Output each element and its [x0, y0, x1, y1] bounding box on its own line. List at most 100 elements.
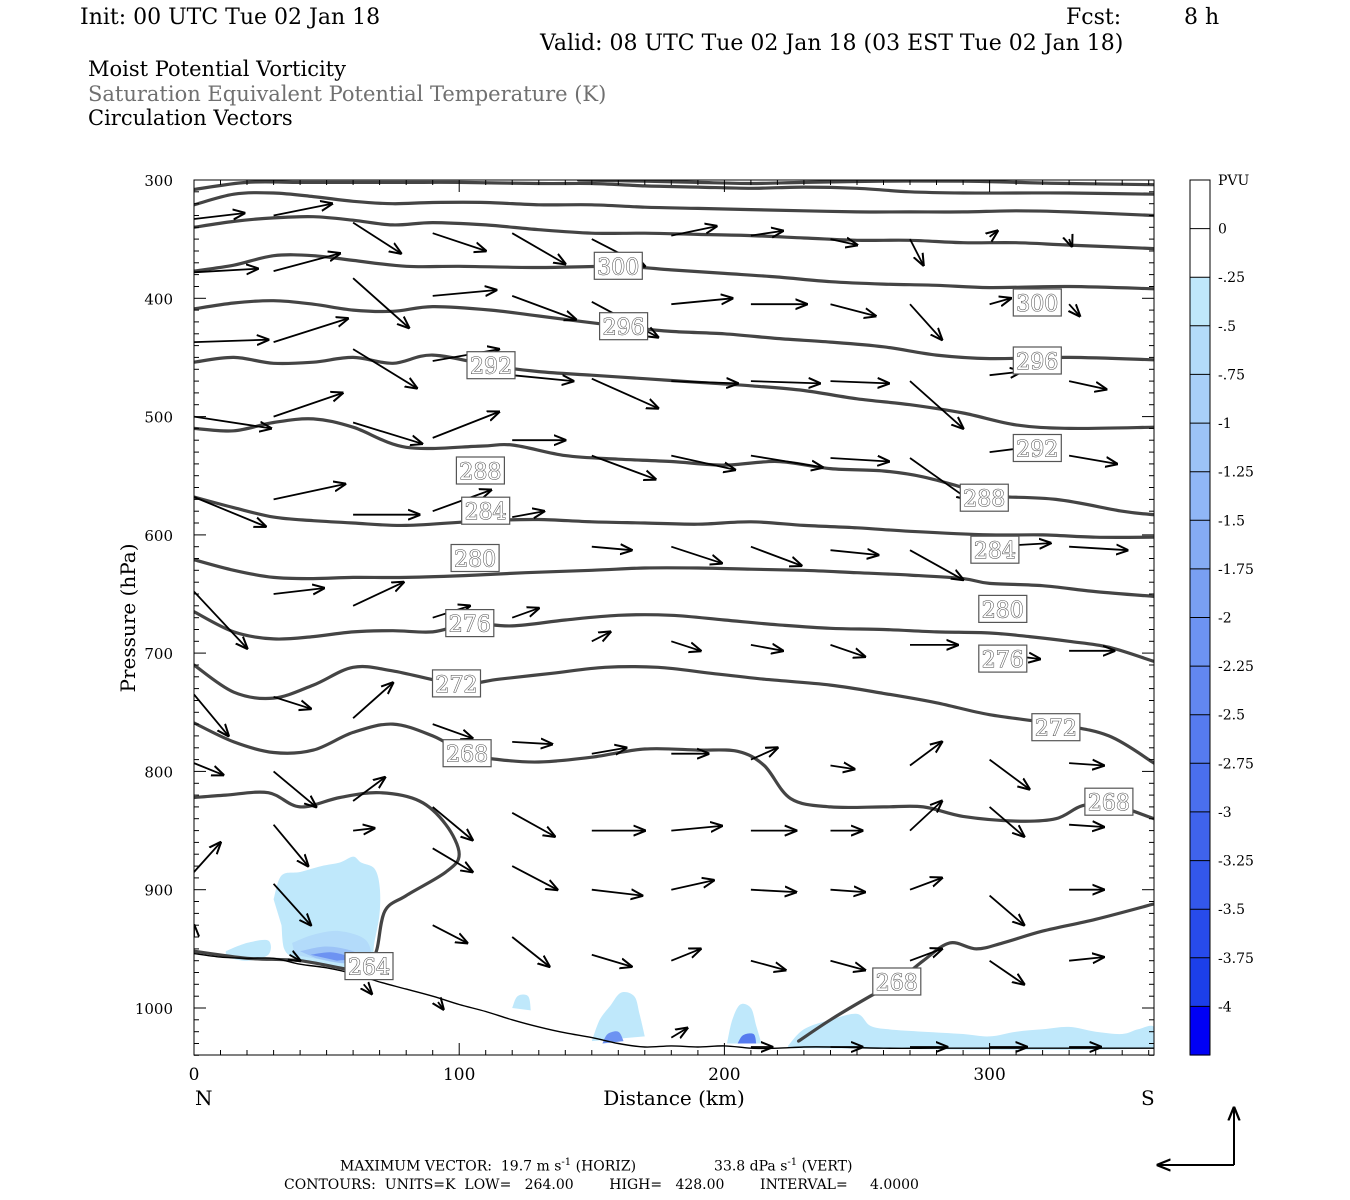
- colorbar-swatch: [1190, 860, 1210, 910]
- contour-label: 268: [872, 967, 922, 997]
- circulation-vector: [909, 303, 942, 339]
- colorbar-tick-label: -3.25: [1218, 854, 1254, 870]
- circulation-vector: [671, 545, 721, 564]
- circulation-vector: [830, 550, 879, 555]
- theta-e-contour: [194, 417, 1154, 517]
- circulation-vector: [830, 239, 858, 245]
- circulation-vector: [194, 340, 268, 342]
- contour-label-text: 280: [454, 548, 496, 573]
- y-tick-label: 700: [144, 645, 173, 663]
- colorbar-tick-label: -1.25: [1218, 465, 1254, 481]
- pv-region: [737, 1033, 757, 1044]
- theta-e-contour: [194, 299, 1154, 362]
- circulation-vector: [909, 457, 968, 499]
- colorbar-swatch: [1190, 228, 1210, 278]
- contour-label-text: 272: [1035, 717, 1077, 742]
- pv-region: [602, 1031, 624, 1044]
- circulation-vector: [670, 1028, 687, 1038]
- contour-label-box: [450, 543, 500, 573]
- contour-label: 272: [431, 669, 482, 698]
- circulation-vector: [352, 777, 385, 802]
- theta-e-contour: [194, 721, 1154, 823]
- contour-label-box: [1012, 346, 1062, 375]
- circulation-vector: [194, 843, 221, 873]
- circulation-vector: [194, 496, 266, 527]
- contour-label-box: [1012, 288, 1062, 317]
- circulation-vector: [1069, 763, 1104, 765]
- max-vector-horiz-exp: -1: [561, 1157, 572, 1168]
- circulation-vector: [671, 880, 713, 891]
- colorbar-swatch: [1190, 180, 1210, 230]
- title-vectors: Circulation Vectors: [88, 106, 293, 130]
- pv-region: [225, 939, 271, 961]
- theta-e-contour: [194, 495, 1154, 539]
- colorbar-swatch: [1190, 374, 1210, 424]
- circulation-vector: [432, 847, 473, 872]
- circulation-vector: [830, 381, 889, 383]
- circulation-vector: [830, 303, 876, 316]
- circulation-vector: [1069, 957, 1104, 961]
- circulation-vector: [352, 828, 374, 830]
- colorbar-tick-label: -3.75: [1218, 951, 1254, 967]
- max-vector-horiz-unit: (HORIZ): [571, 1158, 637, 1175]
- colorbar-swatch: [1190, 520, 1210, 570]
- colorbar-swatch: [1190, 325, 1210, 375]
- contour-label-text: 268: [1088, 791, 1130, 816]
- circulation-vector: [273, 393, 343, 418]
- circulation-vector: [750, 381, 820, 383]
- pv-colorbar: PVU 0 -.25 -.5 -.75 -1 -1.25 -1.5 -1.75 -2 -2.25 -2…: [1189, 173, 1254, 1056]
- colorbar-swatch: [1190, 714, 1210, 764]
- x-tick-label: 300: [973, 1065, 1005, 1085]
- forecast-label: Fcst:: [1066, 5, 1122, 30]
- circulation-vector: [909, 742, 942, 767]
- circulation-vector: [750, 545, 801, 566]
- contour-label-box: [978, 644, 1028, 673]
- colorbar-unit: PVU: [1218, 173, 1250, 189]
- contour-label-text: 276: [449, 613, 491, 638]
- contour-label-box: [442, 739, 492, 768]
- theta-e-contour: [797, 902, 1154, 1043]
- circulation-vector: [352, 421, 422, 444]
- circulation-vector: [1068, 380, 1106, 389]
- colorbar-swatch: [1190, 811, 1210, 862]
- circulation-vector: [1069, 825, 1104, 827]
- max-vector-horiz: MAXIMUM VECTOR: 19.7 m s: [340, 1158, 562, 1175]
- contour-label: 292: [1012, 433, 1062, 463]
- contour-label: 272: [1031, 713, 1081, 742]
- contour-label-text: 296: [1016, 350, 1058, 375]
- contour-label: 268: [442, 739, 492, 768]
- forecast-hour: 8 h: [1184, 5, 1220, 30]
- terrain-line: [194, 952, 1154, 1050]
- contour-label: 292: [466, 351, 516, 380]
- circulation-vector: [290, 955, 301, 961]
- theta-e-contour: [194, 558, 1154, 598]
- circulation-vector: [432, 924, 467, 943]
- max-vector-vert-exp: -1: [787, 1157, 798, 1168]
- max-vector-vert-unit: (VERT): [797, 1158, 853, 1175]
- circulation-vector: [989, 894, 1024, 926]
- colorbar-tick-label: -1.75: [1218, 562, 1254, 578]
- circulation-vector: [909, 878, 942, 891]
- circulation-vector: [194, 762, 223, 775]
- circulation-vector: [1069, 303, 1080, 316]
- y-tick-label: 900: [144, 882, 173, 900]
- contour-label: 300: [1012, 288, 1062, 318]
- max-vector-vert: 33.8 dPa s: [714, 1158, 788, 1175]
- circulation-vector: [432, 806, 473, 840]
- colorbar-swatch: [1190, 423, 1210, 473]
- y-tick-label: 400: [144, 290, 173, 308]
- contour-label: 296: [1012, 346, 1062, 376]
- contour-label-text: 300: [597, 255, 639, 280]
- y-tick-label: 300: [144, 172, 173, 190]
- y-axis-title: Pressure (hPa): [116, 544, 140, 693]
- contour-label-text: 292: [1016, 438, 1058, 463]
- contour-label-box: [978, 594, 1028, 624]
- contour-label: 288: [455, 456, 505, 486]
- colorbar-swatch: [1190, 909, 1210, 959]
- circulation-vector: [432, 232, 486, 251]
- colorbar-swatch: [1190, 617, 1210, 667]
- circulation-vector: [194, 693, 228, 736]
- circulation-vector: [671, 226, 716, 237]
- circulation-vector: [273, 588, 324, 594]
- circulation-vector: [352, 683, 393, 719]
